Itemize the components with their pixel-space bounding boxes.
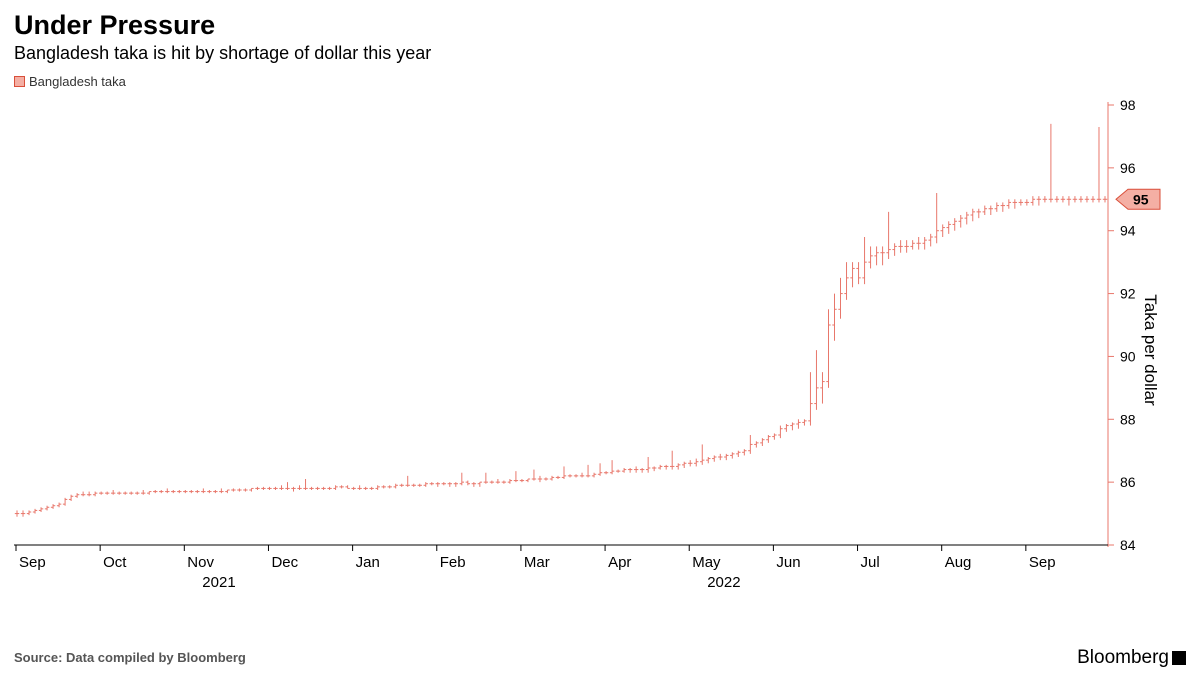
legend-marker xyxy=(14,76,25,87)
y-axis-label: Taka per dollar xyxy=(1140,294,1160,406)
svg-text:88: 88 xyxy=(1120,411,1136,427)
source-text: Source: Data compiled by Bloomberg xyxy=(14,650,246,665)
svg-text:96: 96 xyxy=(1120,160,1136,176)
svg-text:Jun: Jun xyxy=(776,554,800,571)
svg-text:Mar: Mar xyxy=(524,554,550,571)
svg-text:Feb: Feb xyxy=(440,554,466,571)
svg-text:Dec: Dec xyxy=(271,554,298,571)
svg-text:90: 90 xyxy=(1120,348,1136,364)
brand-logo: Bloomberg xyxy=(1077,647,1186,669)
svg-text:Aug: Aug xyxy=(945,554,972,571)
svg-text:Sep: Sep xyxy=(19,554,46,571)
svg-text:94: 94 xyxy=(1120,223,1136,239)
svg-text:84: 84 xyxy=(1120,537,1136,553)
svg-text:86: 86 xyxy=(1120,474,1136,490)
line-chart: 84 86 88 90 92 94 96 98 95 Sep Oct Nov Dec Jan Feb Mar A… xyxy=(14,95,1186,605)
svg-text:Oct: Oct xyxy=(103,554,127,571)
svg-text:Jan: Jan xyxy=(356,554,380,571)
legend-label: Bangladesh taka xyxy=(29,74,126,89)
svg-text:2021: 2021 xyxy=(202,574,235,591)
brand-block-icon xyxy=(1172,651,1186,665)
legend: Bangladesh taka xyxy=(0,72,1200,89)
svg-text:May: May xyxy=(692,554,721,571)
chart-subtitle: Bangladesh taka is hit by shortage of do… xyxy=(0,43,1200,72)
svg-text:2022: 2022 xyxy=(707,574,740,591)
svg-text:Sep: Sep xyxy=(1029,554,1056,571)
plot-area: 84 86 88 90 92 94 96 98 95 Sep Oct Nov Dec Jan Feb Mar A… xyxy=(14,95,1186,605)
svg-text:Jul: Jul xyxy=(861,554,880,571)
svg-text:Nov: Nov xyxy=(187,554,214,571)
brand-text: Bloomberg xyxy=(1077,647,1169,669)
svg-text:Apr: Apr xyxy=(608,554,631,571)
svg-text:92: 92 xyxy=(1120,286,1136,302)
svg-text:95: 95 xyxy=(1133,191,1149,207)
svg-text:98: 98 xyxy=(1120,97,1136,113)
chart-title: Under Pressure xyxy=(0,0,1200,43)
